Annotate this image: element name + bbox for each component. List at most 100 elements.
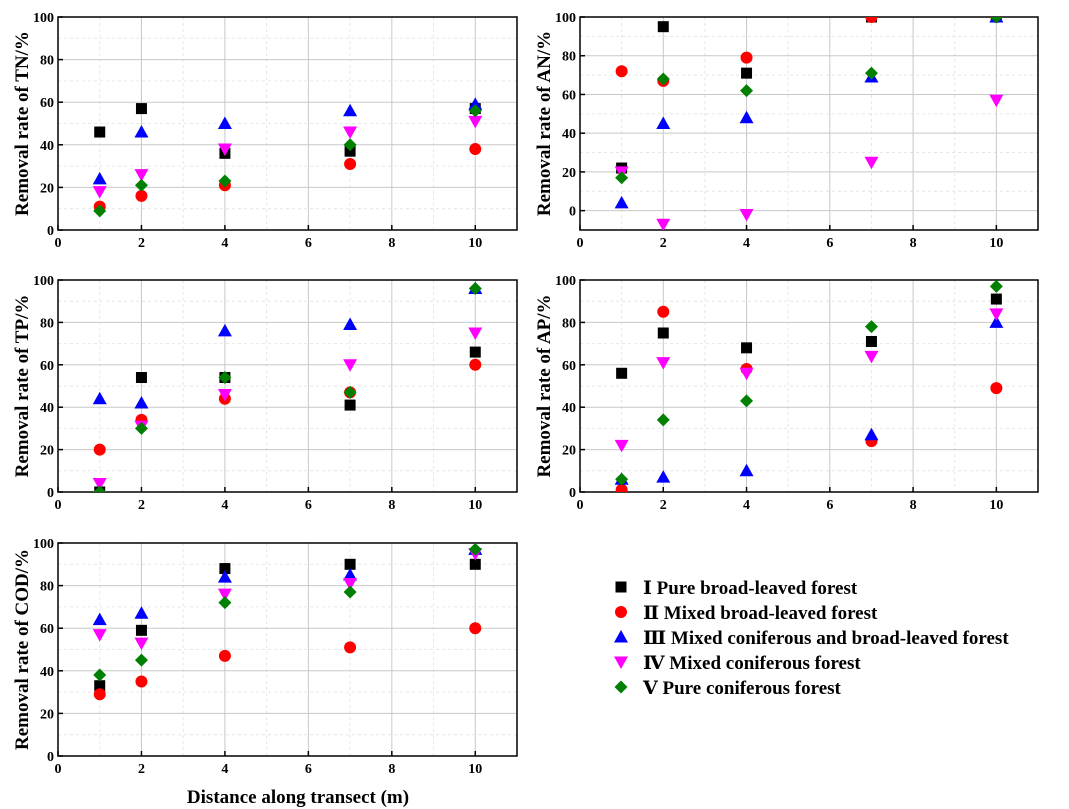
data-point-diamond [615,171,629,185]
data-points [92,281,483,492]
data-point-triangle-down [989,94,1004,108]
x-tick-label: 10 [468,762,482,777]
x-axis-title: Distance along transect (m) [187,787,409,808]
x-tick-label: 0 [577,236,584,251]
data-point-triangle-down [864,350,879,364]
y-tick-label: 40 [562,127,576,142]
y-axis-title: Removal rate of AN/% [534,31,555,216]
y-tick-label: 0 [47,750,54,765]
data-point-triangle-down [217,388,232,402]
data-point-triangle-down [343,577,358,591]
data-point-triangle-down [864,156,879,170]
x-tick-label: 0 [55,762,62,777]
x-tick-label: 0 [577,498,584,513]
data-points [614,17,1004,230]
y-tick-label: 100 [555,274,576,289]
data-points [92,97,483,218]
data-point-square [135,372,147,384]
x-tick-label: 10 [989,236,1003,251]
legend-label: Ⅴ Pure coniferous forest [642,678,842,699]
data-point-circle [657,305,670,318]
data-point-circle [469,622,482,635]
y-tick-label: 60 [562,88,576,103]
x-tick-label: 4 [221,762,228,777]
data-point-triangle-up [217,323,232,337]
data-point-triangle-down [614,439,629,453]
x-tick-label: 6 [305,498,312,513]
data-point-circle [218,649,231,662]
data-point-triangle-down [217,588,232,602]
data-point-square [94,680,106,692]
plot-frame [57,542,518,757]
y-tick-label: 100 [33,11,54,26]
y-axis-title: Removal rate of AP/% [534,294,555,477]
plot-frame [57,16,518,231]
data-point-square [616,367,628,379]
legend-label: Ⅱ Mixed broad-leaved forest [643,603,878,624]
data-point-square [657,21,669,33]
y-tick-label: 100 [33,274,54,289]
data-point-square [990,293,1002,305]
data-point-circle [344,157,357,170]
x-tick-label: 2 [138,762,145,777]
x-tick-label: 10 [468,236,482,251]
plot-frame [57,279,518,493]
data-point-square [344,558,356,570]
data-point-circle [740,51,753,64]
data-point-diamond [989,17,1003,24]
data-point-triangle-up [92,612,107,626]
x-tick-label: 10 [989,498,1003,513]
data-point-triangle-up [343,317,358,331]
data-point-square [741,342,753,354]
data-point-diamond [134,421,148,435]
data-point-triangle-down [134,169,149,182]
data-point-triangle-up [343,103,358,117]
data-point-diamond [864,320,878,334]
data-point-triangle-down [217,143,232,157]
data-point-triangle-down [92,186,107,199]
data-point-triangle-up [614,195,629,209]
y-tick-label: 40 [562,401,576,416]
data-point-triangle-up [134,395,149,409]
y-tick-label: 80 [562,316,576,331]
data-point-triangle-up [739,110,754,124]
x-tick-label: 4 [743,498,750,513]
legend-label: Ⅰ Pure broad-leaved forest [643,578,858,599]
y-axis-title: Removal rate of TP/% [12,295,33,478]
x-tick-label: 8 [910,236,917,251]
data-point-triangle-down [739,367,754,381]
y-tick-label: 0 [569,205,576,220]
x-tick-label: 2 [660,236,667,251]
data-point-triangle-down [468,115,483,129]
data-point-diamond [343,585,357,599]
data-point-diamond [93,668,107,682]
data-point-diamond [468,104,482,118]
y-tick-label: 40 [40,139,54,154]
data-point-circle [865,17,878,23]
x-tick-label: 6 [305,236,312,251]
legend-label: Ⅲ Mixed coniferous and broad-leaved fore… [643,628,1009,649]
data-point-diamond [218,596,232,610]
data-point-circle [615,65,628,78]
data-point-triangle-down [739,209,754,222]
data-point-diamond [864,66,878,80]
data-point-triangle-down [989,308,1004,321]
data-point-triangle-up [468,97,483,110]
data-point-diamond [93,204,107,218]
data-point-circle [135,675,148,688]
data-point-square [344,399,356,411]
y-axis-title: Removal rate of TN/% [12,31,33,216]
data-point-diamond [615,472,629,486]
legend-marker-triangle-up [614,630,628,643]
y-tick-label: 0 [47,486,54,501]
x-tick-label: 2 [138,498,145,513]
data-point-square [865,335,877,347]
y-tick-label: 0 [47,224,54,239]
y-tick-label: 100 [555,11,576,26]
data-point-square [469,558,481,570]
data-point-circle [469,143,482,156]
x-tick-label: 6 [305,762,312,777]
